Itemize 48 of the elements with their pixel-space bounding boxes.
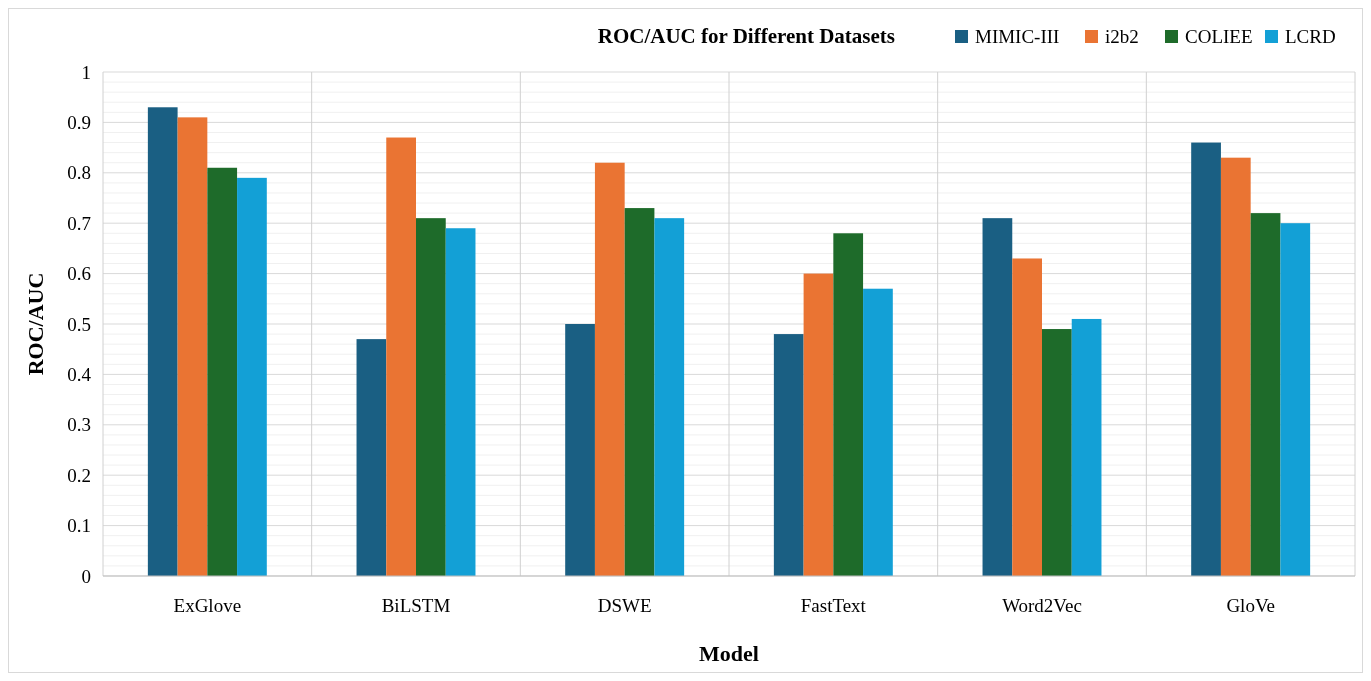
bar (1012, 258, 1042, 576)
bar (207, 167, 238, 576)
y-tick-label: 0.3 (67, 414, 91, 436)
bar (1220, 157, 1251, 576)
x-tick-label: Word2Vec (1002, 595, 1082, 616)
bar (565, 324, 595, 576)
chart-title: ROC/AUC for Different Datasets (597, 24, 895, 48)
bar (982, 218, 1013, 576)
bar (1071, 318, 1102, 576)
bar (1042, 329, 1072, 576)
y-axis-title: ROC/AUC (23, 272, 48, 376)
bar (1191, 142, 1221, 576)
x-tick-label: DSWE (597, 595, 652, 616)
bar (594, 162, 625, 576)
bar (773, 334, 804, 576)
x-tick-label: BiLSTM (381, 595, 451, 616)
y-tick-label: 0.1 (67, 515, 91, 537)
bar (356, 339, 387, 576)
bar (654, 218, 685, 576)
y-tick-label: 0.4 (67, 364, 92, 386)
bar (624, 208, 655, 576)
bar (445, 228, 476, 576)
bar (803, 273, 834, 576)
x-tick-label: GloVe (1226, 595, 1275, 616)
bar (237, 177, 267, 576)
x-tick-label: ExGlove (173, 595, 242, 616)
legend-label: COLIEE (1185, 26, 1253, 47)
x-tick-label: FastText (800, 595, 867, 616)
bar (416, 218, 446, 576)
legend-label: LCRD (1285, 26, 1336, 47)
bar (1250, 213, 1281, 576)
y-tick-label: 0.2 (67, 464, 91, 486)
y-tick-label: 0.6 (67, 263, 91, 285)
y-tick-label: 0 (81, 565, 91, 587)
bar (177, 117, 208, 576)
legend-label: i2b2 (1105, 26, 1139, 47)
bar (833, 233, 864, 576)
x-axis-title: Model (699, 641, 759, 666)
y-tick-label: 0.5 (67, 313, 91, 335)
y-tick-label: 0.7 (67, 212, 91, 234)
y-tick-label: 0.8 (67, 162, 91, 184)
bar (1280, 223, 1311, 576)
y-tick-label: 1 (81, 61, 91, 83)
y-tick-label: 0.9 (67, 112, 91, 134)
bar (147, 107, 178, 576)
legend-label: MIMIC-III (975, 26, 1060, 47)
bar (863, 288, 893, 576)
bar (386, 137, 416, 576)
